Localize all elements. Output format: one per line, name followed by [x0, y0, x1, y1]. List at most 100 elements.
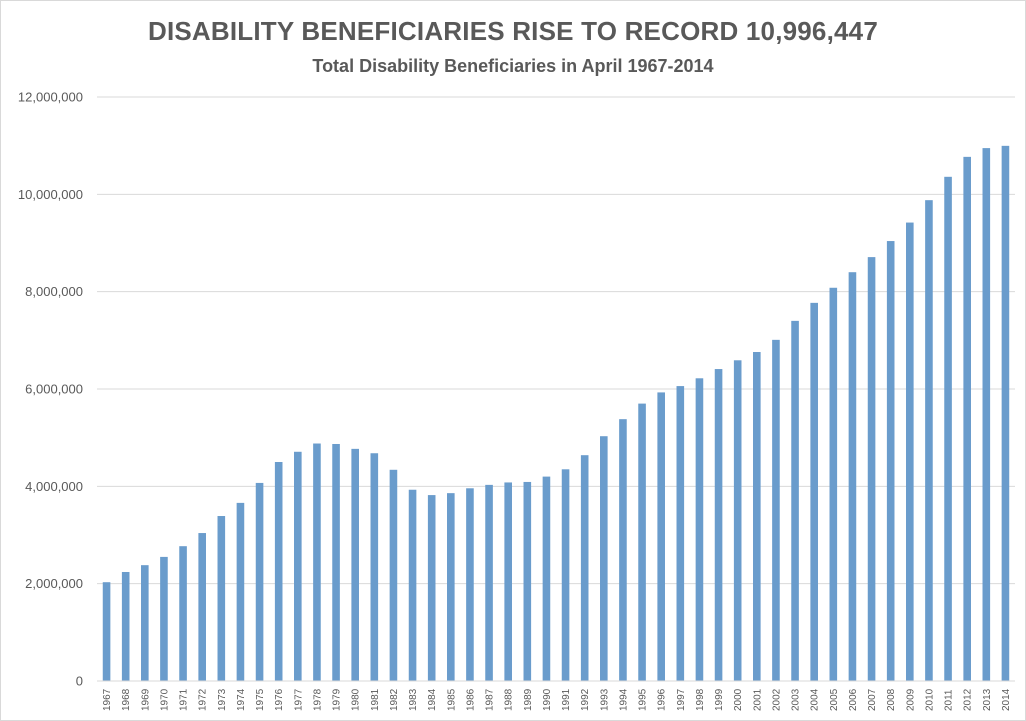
- bar-1988: [504, 482, 512, 681]
- x-tick-label: 1994: [618, 688, 629, 711]
- bar-1982: [389, 469, 398, 681]
- x-tick-label: 1971: [179, 688, 190, 711]
- x-tick-label: 1977: [293, 688, 304, 711]
- y-tick-label: 2,000,000: [25, 576, 83, 591]
- y-tick-label: 6,000,000: [25, 382, 83, 397]
- bar-1972: [198, 533, 206, 681]
- bar-2002: [772, 339, 780, 681]
- x-tick-label: 1998: [695, 688, 706, 711]
- x-tick-label: 1974: [236, 688, 247, 711]
- bar-1990: [542, 476, 551, 681]
- bar-2000: [733, 360, 742, 681]
- bar-2003: [791, 320, 799, 681]
- x-tick-label: 1979: [332, 688, 343, 711]
- x-tick-label: 1999: [714, 688, 725, 711]
- x-tick-label: 1985: [446, 688, 457, 711]
- bar-1995: [638, 403, 646, 681]
- bar-1980: [351, 448, 359, 681]
- y-axis-tick-labels: 0 2,000,000 4,000,000 6,000,000 8,000,000 10,…: [18, 90, 83, 689]
- bar-2005: [829, 287, 838, 681]
- bar-1985: [447, 493, 455, 681]
- x-tick-label: 2000: [733, 688, 744, 711]
- bar-2011: [944, 176, 952, 681]
- bar-1986: [466, 488, 474, 681]
- x-tick-label: 2012: [963, 688, 974, 711]
- x-tick-label: 1995: [638, 688, 649, 711]
- y-tick-label: 10,000,000: [18, 187, 83, 202]
- bar-2001: [753, 352, 761, 681]
- bar-1987: [485, 484, 493, 681]
- x-tick-label: 1978: [312, 688, 323, 711]
- x-tick-label: 2010: [924, 688, 935, 711]
- bar-1981: [370, 453, 379, 681]
- x-tick-label: 1983: [408, 688, 419, 711]
- x-tick-label: 2006: [848, 688, 859, 711]
- bar-series: [102, 145, 1010, 682]
- x-tick-label: 1980: [351, 688, 362, 711]
- bar-2007: [867, 257, 876, 681]
- bar-1970: [160, 556, 168, 681]
- x-tick-label: 1973: [217, 688, 228, 711]
- x-tick-label: 1990: [542, 688, 553, 711]
- x-tick-label: 2004: [810, 688, 821, 711]
- bar-1983: [408, 489, 417, 681]
- bar-1969: [141, 565, 149, 681]
- x-tick-label: 1967: [102, 688, 113, 711]
- x-tick-label: 2005: [829, 688, 840, 711]
- bar-1991: [561, 469, 570, 681]
- bar-1968: [121, 571, 130, 681]
- bar-2009: [906, 222, 914, 681]
- x-tick-label: 2011: [944, 689, 955, 711]
- bar-1967: [102, 582, 111, 681]
- bar-1978: [313, 443, 321, 681]
- bar-1993: [600, 436, 608, 681]
- bar-1974: [236, 502, 245, 681]
- x-tick-label: 1989: [523, 688, 534, 711]
- x-tick-label: 2007: [867, 688, 878, 711]
- bar-1989: [523, 481, 532, 681]
- x-tick-label: 1975: [255, 688, 266, 711]
- x-tick-label: 1992: [580, 688, 591, 711]
- bar-2010: [925, 200, 933, 682]
- x-tick-label: 1997: [676, 688, 687, 711]
- x-tick-label: 1993: [599, 688, 610, 711]
- y-tick-label: 4,000,000: [25, 479, 83, 494]
- x-tick-label: 2001: [752, 688, 763, 711]
- x-tick-label: 1981: [370, 688, 381, 711]
- y-tick-label: 12,000,000: [18, 90, 83, 105]
- x-tick-label: 2008: [886, 688, 897, 711]
- chart-title: DISABILITY BENEFICIARIES RISE TO RECORD …: [147, 16, 878, 46]
- x-tick-label: 2002: [771, 688, 782, 711]
- bar-1999: [714, 369, 723, 681]
- bar-1984: [427, 495, 436, 681]
- x-tick-label: 1984: [427, 688, 438, 711]
- x-tick-label: 1982: [389, 688, 400, 711]
- bar-2013: [982, 148, 991, 682]
- x-tick-label: 2003: [791, 688, 802, 711]
- bar-1977: [294, 451, 302, 681]
- bar-1971: [179, 546, 187, 681]
- x-tick-label: 1987: [485, 688, 496, 711]
- x-tick-label: 1972: [198, 688, 209, 711]
- y-tick-label: 0: [76, 674, 83, 689]
- x-tick-label: 1988: [504, 688, 515, 711]
- bar-1979: [332, 443, 340, 681]
- gridlines: [97, 96, 1015, 585]
- x-tick-label: 1976: [274, 688, 285, 711]
- bar-2004: [810, 302, 818, 681]
- bar-2012: [963, 156, 971, 682]
- chart-subtitle: Total Disability Beneficiaries in April …: [312, 56, 714, 76]
- x-tick-label: 1968: [121, 688, 132, 711]
- x-tick-label: 2009: [905, 688, 916, 711]
- bar-1998: [695, 378, 704, 681]
- bar-1975: [255, 482, 264, 681]
- bar-2014: [1001, 145, 1010, 682]
- x-tick-label: 1996: [657, 688, 668, 711]
- bar-1973: [217, 516, 226, 681]
- x-tick-label: 1986: [465, 688, 476, 711]
- x-axis-tick-labels: 1967 1968 1969 1970 1971 1972 1973 1974 1975 1976…: [102, 688, 1012, 711]
- bar-1992: [580, 455, 589, 681]
- y-tick-label: 8,000,000: [25, 284, 83, 299]
- x-tick-label: 2013: [982, 688, 993, 711]
